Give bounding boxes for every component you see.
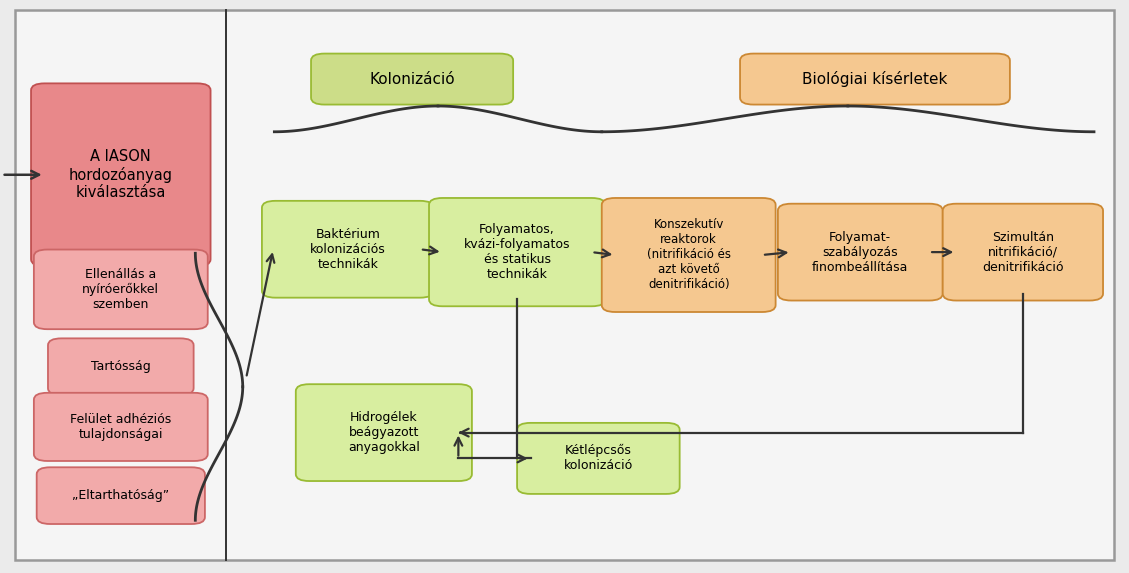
Text: Kolonizáció: Kolonizáció bbox=[369, 72, 455, 87]
FancyBboxPatch shape bbox=[310, 54, 513, 104]
Text: Hidrogélek
beágyazott
anyagokkal: Hidrogélek beágyazott anyagokkal bbox=[348, 411, 420, 454]
Text: „Eltarthatóság”: „Eltarthatóság” bbox=[72, 489, 169, 502]
FancyBboxPatch shape bbox=[429, 198, 605, 306]
Text: A IASON
hordozóanyag
kiválasztása: A IASON hordozóanyag kiválasztása bbox=[69, 149, 173, 201]
Text: Biológiai kísérletek: Biológiai kísérletek bbox=[803, 71, 947, 87]
Text: Ellenállás a
nyíróerőkkel
szemben: Ellenállás a nyíróerőkkel szemben bbox=[82, 268, 159, 311]
Text: Folyamat-
szabályozás
finombeállítása: Folyamat- szabályozás finombeállítása bbox=[812, 230, 909, 274]
Text: Folyamatos,
kvázi-folyamatos
és statikus
technikák: Folyamatos, kvázi-folyamatos és statikus… bbox=[464, 223, 570, 281]
Text: Konszekutív
reaktorok
(nitrifikáció és
azt követő
denitrifikáció): Konszekutív reaktorok (nitrifikáció és a… bbox=[647, 218, 730, 292]
Text: Felület adhéziós
tulajdonságai: Felület adhéziós tulajdonságai bbox=[70, 413, 172, 441]
Text: Kétlépcsős
kolonizáció: Kétlépcsős kolonizáció bbox=[563, 444, 633, 473]
FancyBboxPatch shape bbox=[15, 10, 1114, 560]
FancyBboxPatch shape bbox=[30, 83, 211, 266]
FancyBboxPatch shape bbox=[602, 198, 776, 312]
FancyBboxPatch shape bbox=[36, 468, 205, 524]
FancyBboxPatch shape bbox=[517, 423, 680, 494]
FancyBboxPatch shape bbox=[262, 201, 434, 298]
FancyBboxPatch shape bbox=[34, 250, 208, 329]
FancyBboxPatch shape bbox=[778, 203, 943, 300]
Text: Tartósság: Tartósság bbox=[91, 360, 150, 373]
FancyBboxPatch shape bbox=[34, 393, 208, 461]
FancyBboxPatch shape bbox=[741, 54, 1009, 104]
FancyBboxPatch shape bbox=[943, 203, 1103, 300]
FancyBboxPatch shape bbox=[47, 338, 194, 395]
FancyBboxPatch shape bbox=[296, 384, 472, 481]
Text: Baktérium
kolonizációs
technikák: Baktérium kolonizációs technikák bbox=[309, 227, 386, 271]
Text: Szimultán
nitrifikáció/
denitrifikáció: Szimultán nitrifikáció/ denitrifikáció bbox=[982, 230, 1064, 274]
